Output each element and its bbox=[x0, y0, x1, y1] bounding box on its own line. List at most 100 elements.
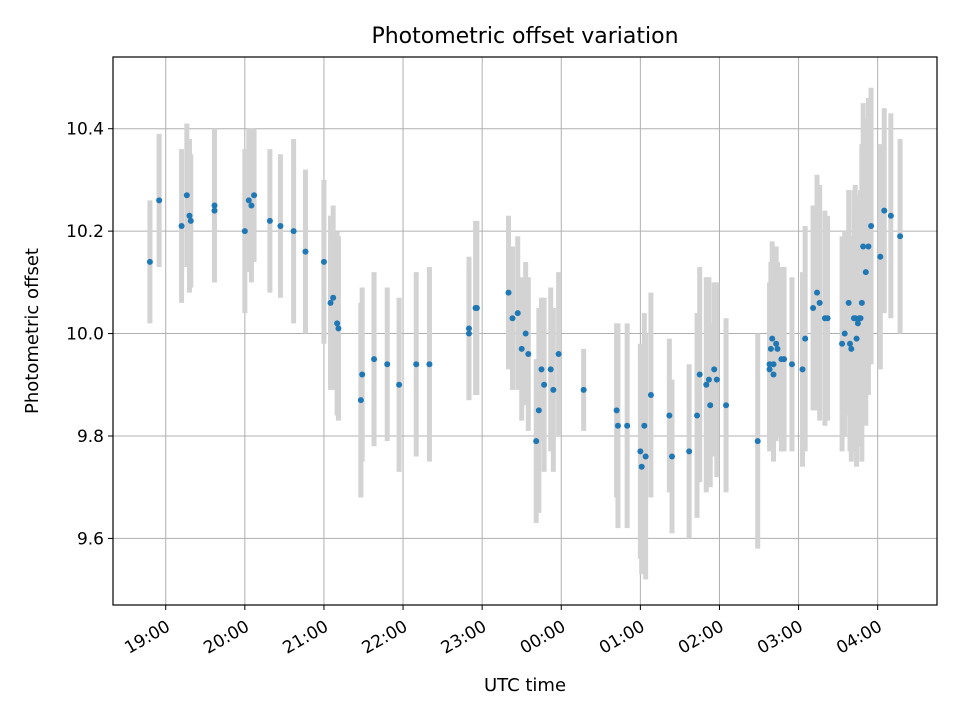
data-point bbox=[774, 345, 781, 352]
data-point bbox=[266, 217, 273, 224]
data-point bbox=[723, 402, 730, 409]
data-point bbox=[642, 453, 649, 460]
data-point bbox=[518, 345, 525, 352]
data-point bbox=[770, 361, 777, 368]
data-point bbox=[881, 207, 888, 214]
data-point bbox=[359, 371, 366, 378]
data-point bbox=[769, 335, 776, 342]
data-point bbox=[788, 361, 795, 368]
data-point bbox=[465, 325, 472, 332]
data-point bbox=[705, 376, 712, 383]
y-tick-label: 10.4 bbox=[66, 120, 104, 140]
data-point bbox=[509, 315, 516, 322]
data-point bbox=[371, 356, 378, 363]
data-point bbox=[703, 381, 710, 388]
data-point bbox=[802, 335, 809, 342]
data-point bbox=[473, 304, 480, 311]
data-point bbox=[248, 202, 255, 209]
data-point bbox=[330, 294, 337, 301]
data-point bbox=[327, 299, 334, 306]
data-point bbox=[186, 212, 193, 219]
data-point bbox=[868, 223, 875, 230]
data-point bbox=[624, 422, 631, 429]
data-point bbox=[525, 351, 532, 358]
data-point bbox=[799, 366, 806, 373]
data-point bbox=[334, 320, 341, 327]
data-point bbox=[853, 335, 860, 342]
data-point bbox=[766, 366, 773, 373]
data-point bbox=[858, 299, 865, 306]
data-point bbox=[641, 422, 648, 429]
data-point bbox=[538, 366, 545, 373]
data-point bbox=[614, 422, 621, 429]
data-point bbox=[522, 330, 529, 337]
chart-title: Photometric offset variation bbox=[371, 24, 678, 49]
data-point bbox=[302, 248, 309, 255]
data-point bbox=[637, 448, 644, 455]
y-axis: 9.6 9.8 10.0 10.2 10.4 bbox=[66, 120, 113, 549]
data-point bbox=[686, 448, 693, 455]
data-point bbox=[535, 407, 542, 414]
data-point bbox=[413, 361, 420, 368]
data-point bbox=[707, 402, 714, 409]
data-point bbox=[533, 438, 540, 445]
data-point bbox=[814, 289, 821, 296]
data-point bbox=[810, 304, 817, 311]
data-point bbox=[357, 397, 364, 404]
data-point bbox=[767, 345, 774, 352]
data-point bbox=[211, 207, 218, 214]
data-point bbox=[146, 258, 153, 265]
data-point bbox=[816, 299, 823, 306]
x-axis-label: UTC time bbox=[484, 675, 566, 696]
data-point bbox=[669, 453, 676, 460]
data-point bbox=[335, 325, 342, 332]
data-point bbox=[320, 258, 327, 265]
data-point bbox=[580, 386, 587, 393]
y-tick-label: 9.6 bbox=[77, 529, 104, 549]
data-point bbox=[555, 351, 562, 358]
data-point bbox=[245, 197, 252, 204]
data-point bbox=[178, 223, 185, 230]
data-point bbox=[713, 376, 720, 383]
data-point bbox=[857, 315, 864, 322]
data-point bbox=[426, 361, 433, 368]
data-point bbox=[541, 381, 548, 388]
data-point bbox=[846, 340, 853, 347]
data-point bbox=[824, 315, 831, 322]
data-point bbox=[854, 320, 861, 327]
data-point bbox=[770, 371, 777, 378]
grid bbox=[113, 57, 937, 605]
data-point bbox=[865, 243, 872, 250]
data-point bbox=[183, 192, 190, 199]
data-point bbox=[897, 233, 904, 240]
y-axis-label: Photometric offset bbox=[22, 248, 43, 414]
data-point bbox=[845, 299, 852, 306]
data-point bbox=[547, 366, 554, 373]
data-point bbox=[277, 223, 284, 230]
data-point bbox=[251, 192, 258, 199]
data-point bbox=[290, 228, 297, 235]
data-point bbox=[860, 243, 867, 250]
data-point bbox=[384, 361, 391, 368]
plot-frame bbox=[112, 56, 938, 606]
data-point bbox=[773, 340, 780, 347]
data-point bbox=[465, 330, 472, 337]
data-point bbox=[694, 412, 701, 419]
data-point bbox=[887, 212, 894, 219]
data-point bbox=[187, 217, 194, 224]
data-point bbox=[666, 412, 673, 419]
data-point bbox=[839, 340, 846, 347]
y-tick-label: 10.0 bbox=[66, 325, 104, 345]
data-point bbox=[156, 197, 163, 204]
data-point bbox=[613, 407, 620, 414]
data-point bbox=[241, 228, 248, 235]
data-point bbox=[638, 463, 645, 470]
data-point bbox=[841, 330, 848, 337]
data-point bbox=[862, 269, 869, 276]
data-point bbox=[754, 438, 761, 445]
data-point bbox=[877, 253, 884, 260]
data-point bbox=[505, 289, 512, 296]
data-point bbox=[696, 371, 703, 378]
y-tick-label: 10.2 bbox=[66, 222, 104, 242]
